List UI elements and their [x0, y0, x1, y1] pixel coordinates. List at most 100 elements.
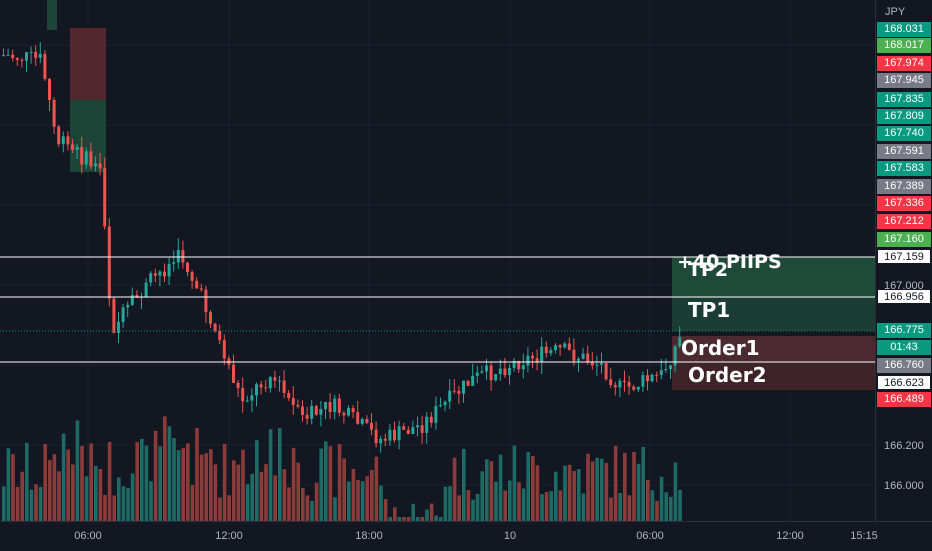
- candle-body: [176, 250, 180, 263]
- volume-bar: [278, 428, 282, 521]
- candle-body: [595, 364, 599, 366]
- volume-bar: [245, 484, 250, 521]
- candle-body: [25, 52, 28, 61]
- volume-bar: [103, 494, 107, 521]
- volume-bar: [448, 486, 452, 521]
- price-tick: 166.200: [884, 440, 924, 452]
- volume-bar: [397, 517, 402, 521]
- candle-body: [581, 353, 585, 359]
- volume-bar: [475, 493, 480, 521]
- time-label: 15:15: [850, 530, 878, 542]
- volume-bar: [370, 470, 374, 521]
- candle-body: [549, 350, 553, 354]
- price-tag: 166.489: [877, 392, 931, 407]
- candle-body: [245, 400, 249, 402]
- candle-body: [521, 365, 525, 370]
- volume-bar: [351, 469, 356, 521]
- volume-bar: [457, 495, 461, 521]
- candle-body: [535, 358, 539, 363]
- volume-bar: [508, 480, 512, 521]
- candle-body: [2, 55, 5, 57]
- candle-body: [296, 404, 300, 407]
- volume-bar: [517, 482, 521, 521]
- volume-bar: [655, 500, 659, 521]
- candle-body: [48, 78, 51, 100]
- candle-body: [485, 365, 488, 372]
- volume-bar: [342, 458, 346, 521]
- volume-bar: [2, 486, 6, 521]
- volume-bar: [255, 440, 259, 521]
- volume-bar: [204, 453, 208, 521]
- time-label: 12:00: [215, 530, 243, 542]
- volume-bar: [52, 454, 57, 521]
- candle-body: [98, 163, 102, 169]
- volume-bar: [669, 496, 673, 521]
- volume-bar: [650, 490, 655, 521]
- volume-bar: [310, 500, 314, 521]
- candle-body: [508, 367, 511, 376]
- volume-bar: [581, 493, 586, 521]
- candle-body: [600, 363, 603, 365]
- candle-body: [301, 406, 304, 415]
- volume-bar: [66, 449, 70, 521]
- volume-bar: [153, 430, 158, 521]
- volume-bar: [577, 469, 581, 521]
- candlestick-chart[interactable]: [0, 0, 875, 521]
- volume-bar: [20, 471, 24, 521]
- candle-body: [255, 384, 258, 396]
- volume-bar: [462, 448, 466, 521]
- volume-bar: [535, 465, 540, 521]
- candle-body: [365, 419, 369, 423]
- candle-body: [480, 371, 484, 373]
- time-label: 18:00: [355, 530, 383, 542]
- candle-body: [664, 369, 668, 371]
- volume-bar: [305, 495, 310, 521]
- candle-body: [43, 53, 47, 79]
- volume-bar: [563, 465, 567, 521]
- volume-bar: [521, 488, 526, 521]
- volume-bar: [25, 442, 29, 521]
- volume-bar: [429, 503, 434, 521]
- volume-bar: [540, 494, 544, 521]
- candle-body: [646, 375, 649, 382]
- candle-body: [287, 392, 291, 399]
- time-label: 06:00: [74, 530, 102, 542]
- volume-bar: [360, 481, 365, 521]
- volume-bar: [613, 445, 618, 521]
- volume-bar: [443, 486, 448, 521]
- volume-bar: [94, 465, 98, 521]
- candle-body: [659, 370, 663, 375]
- candle-body: [319, 409, 323, 415]
- tp1-zone: [672, 297, 875, 331]
- volume-bar: [57, 471, 61, 521]
- time-axis[interactable]: 06:00 12:00 18:00 10 06:00 12:00 15:15: [0, 521, 932, 551]
- volume-bar: [600, 458, 604, 521]
- candle-body: [356, 412, 360, 424]
- price-tag: 167.591: [877, 144, 931, 159]
- candle-body: [172, 262, 176, 264]
- volume-bar: [567, 464, 572, 521]
- candle-body: [61, 136, 65, 145]
- chart-pane[interactable]: +40 PIIPS TP2 TP1 Order1 Order2: [0, 0, 875, 521]
- currency-label: JPY: [885, 6, 906, 18]
- volume-bar: [641, 446, 645, 521]
- price-axis[interactable]: JPY 167.000 166.200 166.000 168.031 168.0…: [875, 0, 932, 521]
- candle-body: [126, 304, 130, 308]
- volume-bar: [126, 487, 130, 521]
- candle-body: [425, 416, 429, 433]
- candle-body: [650, 374, 654, 382]
- volume-bar: [130, 473, 135, 521]
- volume-bar: [425, 509, 429, 521]
- candle-body: [89, 151, 93, 167]
- candle-body: [135, 295, 139, 298]
- candle-body: [416, 425, 419, 428]
- price-tag: 01:43: [877, 340, 931, 355]
- candle-body: [103, 168, 107, 227]
- volume-bar: [452, 457, 457, 521]
- candle-body: [291, 398, 295, 405]
- volume-bar: [503, 490, 507, 521]
- candle-body: [342, 412, 346, 416]
- price-tag: 166.775: [877, 323, 931, 338]
- volume-bar: [558, 490, 563, 521]
- candle-body: [38, 53, 42, 58]
